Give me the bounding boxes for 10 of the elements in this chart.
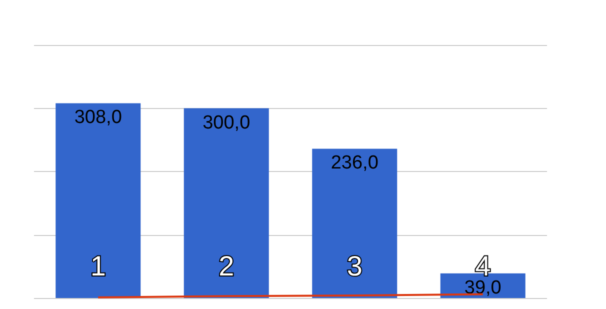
bar (56, 103, 141, 298)
data-label: 236,0 (330, 152, 378, 174)
bar (184, 108, 269, 298)
bar (312, 148, 398, 298)
data-label: 308,0 (74, 107, 122, 128)
x-tick-label: 3 (346, 250, 362, 282)
data-label: 300,0 (202, 112, 250, 134)
x-tick-label: 2 (218, 250, 234, 282)
data-label: 39,0 (464, 277, 502, 298)
x-tick-label: 1 (90, 250, 106, 282)
